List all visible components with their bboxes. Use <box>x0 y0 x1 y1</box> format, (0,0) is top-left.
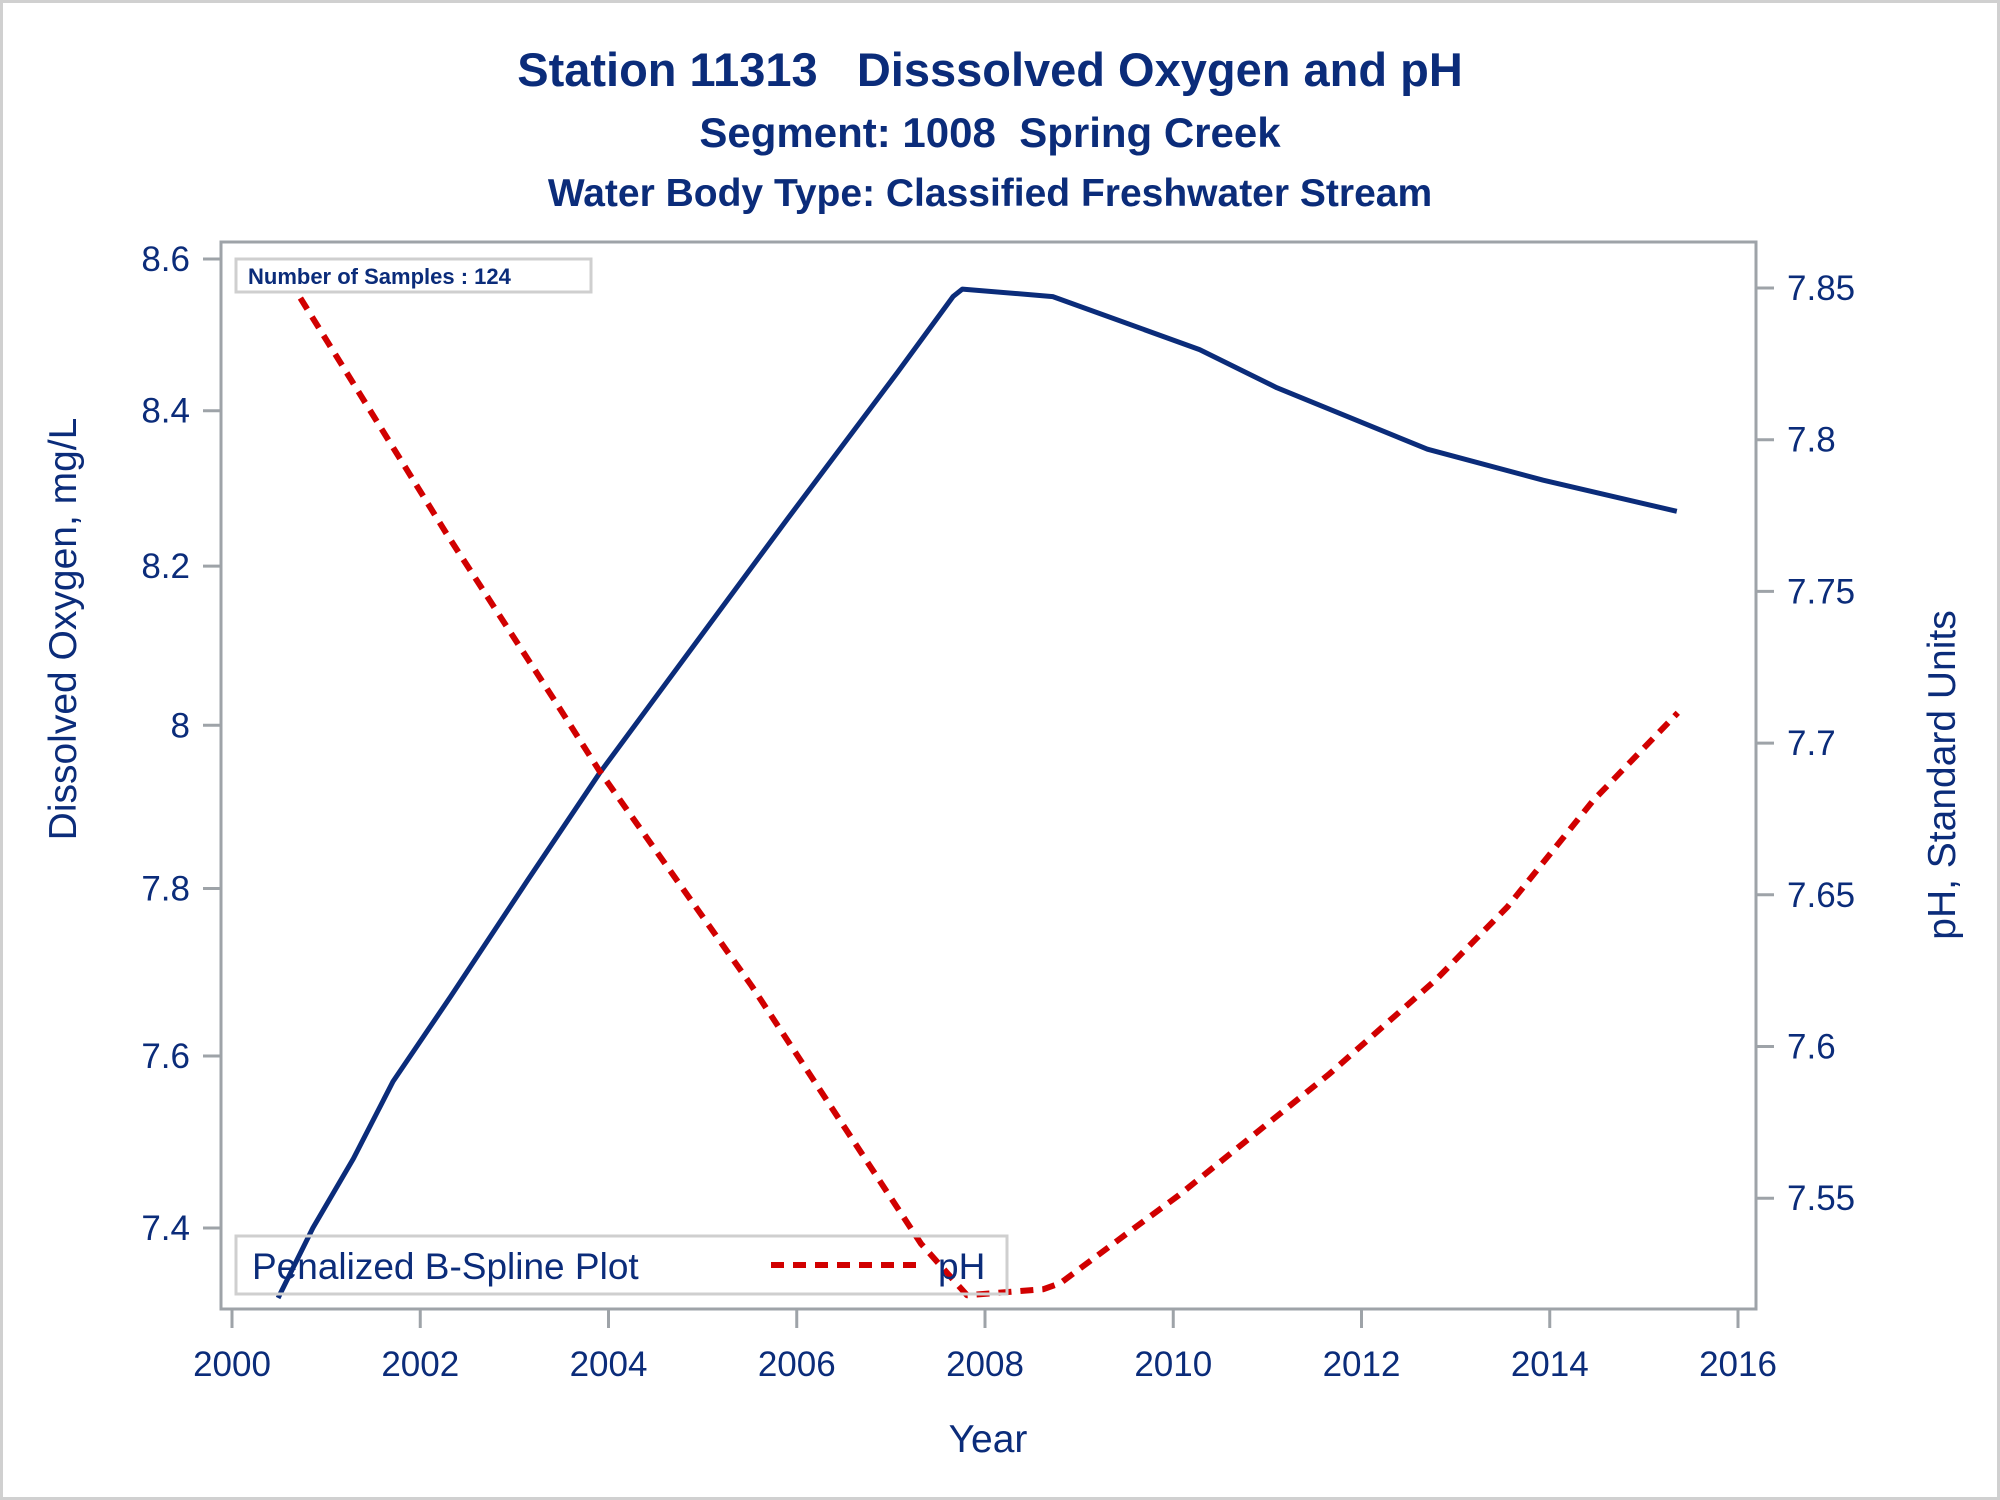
x-tick-label: 2004 <box>570 1345 648 1384</box>
x-tick-label: 2006 <box>758 1345 836 1384</box>
x-tick-label: 2008 <box>946 1345 1024 1384</box>
inset-box <box>234 257 593 294</box>
x-tick-label: 2002 <box>381 1345 459 1384</box>
y-tick-label: 7.6 <box>141 1037 190 1076</box>
y2-tick-label: 7.65 <box>1787 876 1855 915</box>
y-tick-label: 7.8 <box>141 870 190 909</box>
y-tick-label: 8.6 <box>141 240 190 279</box>
x-tick-label: 2000 <box>193 1345 271 1384</box>
legend: Penalized B-Spline Plot pH <box>234 1234 1009 1296</box>
y-tick-label: 8.2 <box>141 547 190 586</box>
legend-title: Penalized B-Spline Plot <box>252 1246 639 1287</box>
plot-area <box>219 240 1758 1311</box>
chart-title: Station 11313 Disssolved Oxygen and pH <box>517 43 1463 96</box>
y2-tick-label: 7.55 <box>1787 1179 1855 1218</box>
ph-line <box>274 259 1680 1299</box>
x-tick-label: 2014 <box>1511 1345 1589 1384</box>
series-layer <box>274 259 1680 1300</box>
y2-tick-label: 7.7 <box>1787 724 1836 763</box>
x-tick-label: 2012 <box>1323 1345 1401 1384</box>
y2-tick-label: 7.8 <box>1787 421 1836 460</box>
x-axis: 2000 2002 2004 2006 2008 2010 2012 2014 2016 <box>193 1309 1777 1384</box>
legend-box <box>234 1234 1009 1296</box>
sample-count-text: Number of Samples : 124 <box>248 264 512 289</box>
chart-subtitle: Segment: 1008 Spring Creek <box>699 109 1281 156</box>
y-tick-label: 8.4 <box>141 392 190 431</box>
x-axis-label: Year <box>949 1418 1028 1461</box>
y-axis-label: Dissolved Oxygen, mg/L <box>42 418 85 841</box>
y-axis-right: 7.55 7.6 7.65 7.7 7.75 7.8 7.85 <box>1756 269 1855 1218</box>
y-axis-left: 7.4 7.6 7.8 8 8.2 8.4 8.6 <box>141 240 221 1248</box>
x-tick-label: 2016 <box>1699 1345 1777 1384</box>
sample-count-inset: Number of Samples : 124 <box>234 257 593 294</box>
y2-tick-label: 7.6 <box>1787 1028 1836 1067</box>
y2-tick-label: 7.85 <box>1787 269 1855 308</box>
y2-axis-label: pH, Standard Units <box>1921 610 1964 940</box>
chart-subtitle-2: Water Body Type: Classified Freshwater S… <box>548 172 1432 215</box>
dissolved-oxygen-line <box>275 286 1678 1300</box>
y-tick-label: 7.4 <box>141 1209 190 1248</box>
y2-tick-label: 7.75 <box>1787 572 1855 611</box>
y-tick-label: 8 <box>171 706 190 745</box>
x-tick-label: 2010 <box>1134 1345 1212 1384</box>
plot-frame <box>219 240 1758 1311</box>
legend-label-ph: pH <box>938 1246 985 1287</box>
